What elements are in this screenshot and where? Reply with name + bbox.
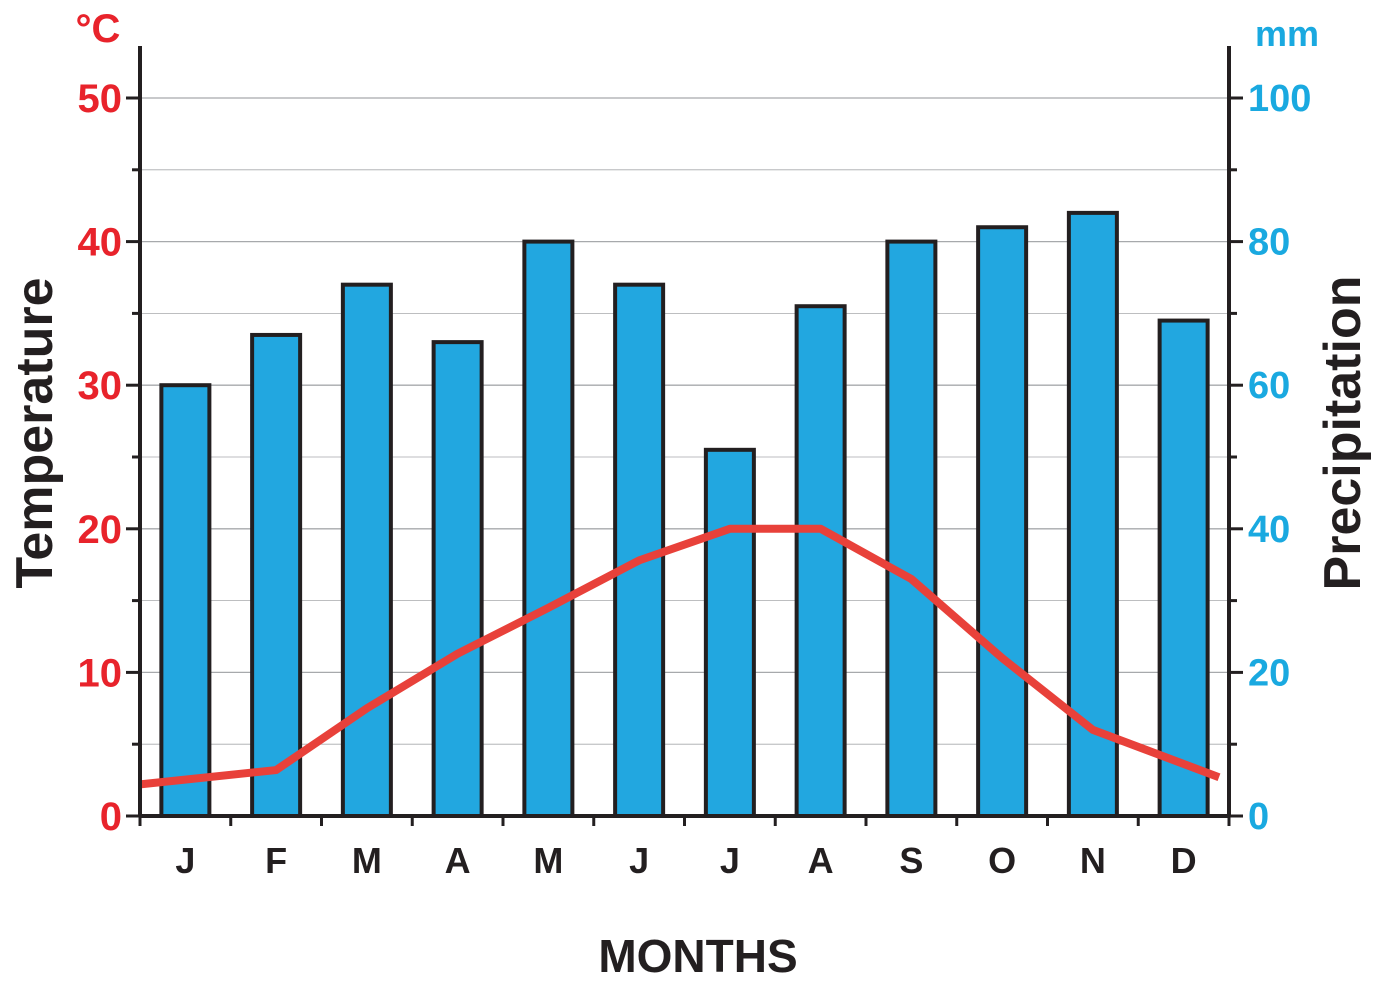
precipitation-bar (159, 383, 212, 818)
left-tick-labels: 0 10 20 30 40 50 (78, 77, 123, 839)
right-tick-label: 80 (1248, 222, 1290, 264)
left-unit-label: °C (76, 7, 121, 51)
precipitation-bar (703, 447, 756, 818)
x-tick-label: J (629, 840, 649, 881)
precipitation-bar (522, 239, 575, 819)
right-tick-label: 20 (1248, 652, 1290, 694)
x-tick-label: F (265, 840, 287, 881)
precipitation-bars (159, 210, 1210, 819)
left-tick-label: 30 (78, 364, 123, 408)
precipitation-bar (794, 304, 847, 818)
right-unit-label: mm (1255, 13, 1319, 54)
precipitation-bar (976, 225, 1029, 819)
x-tick-label: O (988, 840, 1016, 881)
x-tick-label: J (175, 840, 195, 881)
right-axis-title: Precipitation (1314, 276, 1372, 591)
x-tick-label: A (445, 840, 471, 881)
x-tick-label: D (1171, 840, 1197, 881)
gridlines (140, 97, 1229, 745)
precipitation-bar (250, 332, 303, 818)
x-tick-label: S (899, 840, 923, 881)
left-tick-label: 0 (100, 795, 122, 839)
left-axis-title: Temperature (6, 277, 64, 588)
x-tick-label: A (808, 840, 834, 881)
precipitation-bar (431, 340, 484, 818)
left-tick-label: 20 (78, 508, 123, 552)
temperature-line (139, 524, 1221, 789)
temperature-line-layer (139, 524, 1221, 789)
axes (126, 46, 1243, 826)
x-tick-label: J (720, 840, 740, 881)
x-tick-label: N (1080, 840, 1106, 881)
x-tick-label: M (533, 840, 563, 881)
right-tick-label: 60 (1248, 365, 1290, 407)
precipitation-bar (885, 239, 938, 819)
precipitation-bar (1157, 318, 1210, 818)
left-tick-label: 50 (78, 77, 123, 121)
precipitation-bar (340, 282, 393, 818)
right-tick-label: 100 (1248, 78, 1311, 120)
precipitation-bar (1066, 210, 1119, 818)
right-tick-label: 0 (1248, 796, 1269, 838)
left-tick-label: 40 (78, 221, 123, 265)
right-tick-labels: 0 20 40 60 80 100 (1248, 78, 1311, 838)
left-tick-label: 10 (78, 651, 123, 695)
x-tick-label: M (352, 840, 382, 881)
x-axis-title: MONTHS (598, 930, 797, 982)
right-tick-label: 40 (1248, 509, 1290, 551)
